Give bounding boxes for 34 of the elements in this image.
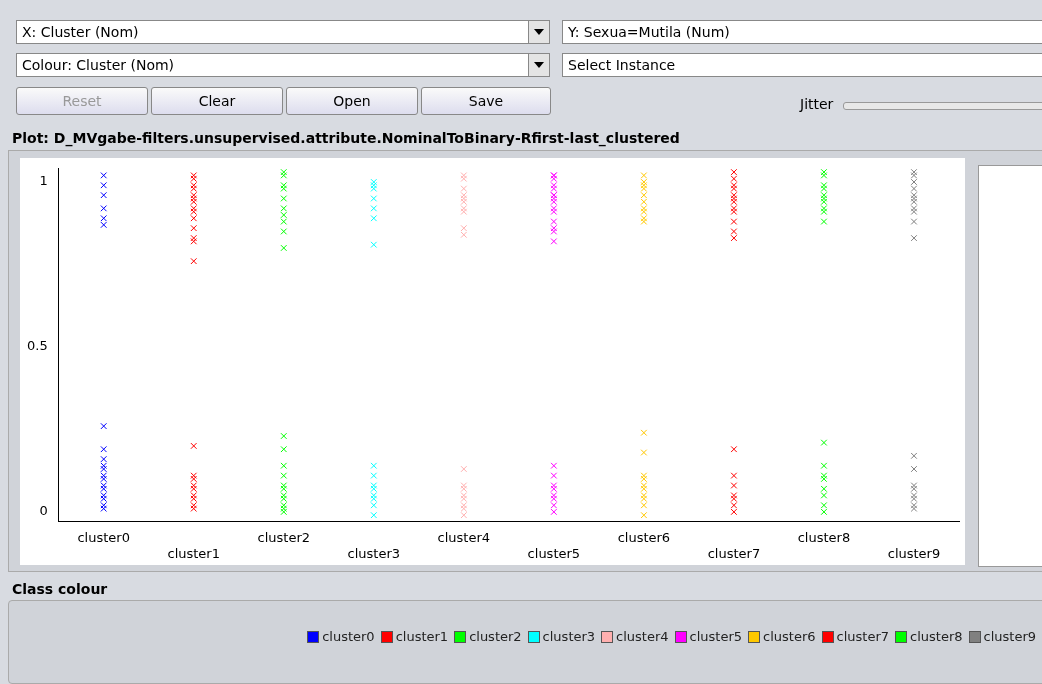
text: Open	[286, 87, 418, 115]
y-tick-label: 0.5	[26, 338, 48, 354]
x-tick-label: cluster6	[617, 529, 671, 545]
text: Save	[421, 87, 551, 115]
legend-label: cluster4	[616, 629, 669, 644]
y-tick-label: 1	[39, 173, 48, 189]
legend-label: cluster7	[836, 629, 890, 644]
x-tick-label: cluster3	[347, 545, 401, 561]
legend-label: cluster2	[469, 629, 522, 644]
text: Clear	[151, 87, 283, 115]
x-tick-label: cluster7	[707, 545, 761, 561]
text: Colour: Cluster (Nom)	[22, 57, 175, 73]
x-tick-label: cluster1	[167, 545, 220, 561]
y-tick-label: 0	[39, 503, 48, 519]
legend-label: cluster1	[395, 629, 449, 644]
legend-label: cluster6	[763, 629, 816, 644]
x-tick-label: cluster0	[77, 529, 130, 545]
x-tick-label: cluster4	[437, 529, 491, 545]
legend-label: cluster3	[542, 629, 596, 644]
text: X: Cluster (Nom)	[22, 24, 139, 40]
legend-label: cluster5	[689, 629, 743, 644]
text: Jitter	[800, 96, 834, 112]
legend-title: Class colour	[12, 581, 108, 597]
legend-label: cluster9	[983, 629, 1036, 644]
text: Reset	[16, 87, 148, 115]
x-tick-label: cluster2	[257, 529, 310, 545]
legend-label: cluster0	[322, 629, 375, 644]
x-tick-label: cluster9	[887, 545, 941, 561]
text: Y: Sexua=Mutila (Num)	[568, 24, 730, 40]
x-tick-label: cluster8	[797, 529, 851, 545]
text: Select Instance	[568, 57, 676, 73]
legend-label: cluster8	[910, 629, 963, 644]
x-tick-label: cluster5	[527, 545, 581, 561]
chart-title: Plot: D_MVgabe-filters.unsupervised.attribute.NominalToBinary-Rfirst-last_clustered	[12, 130, 680, 146]
